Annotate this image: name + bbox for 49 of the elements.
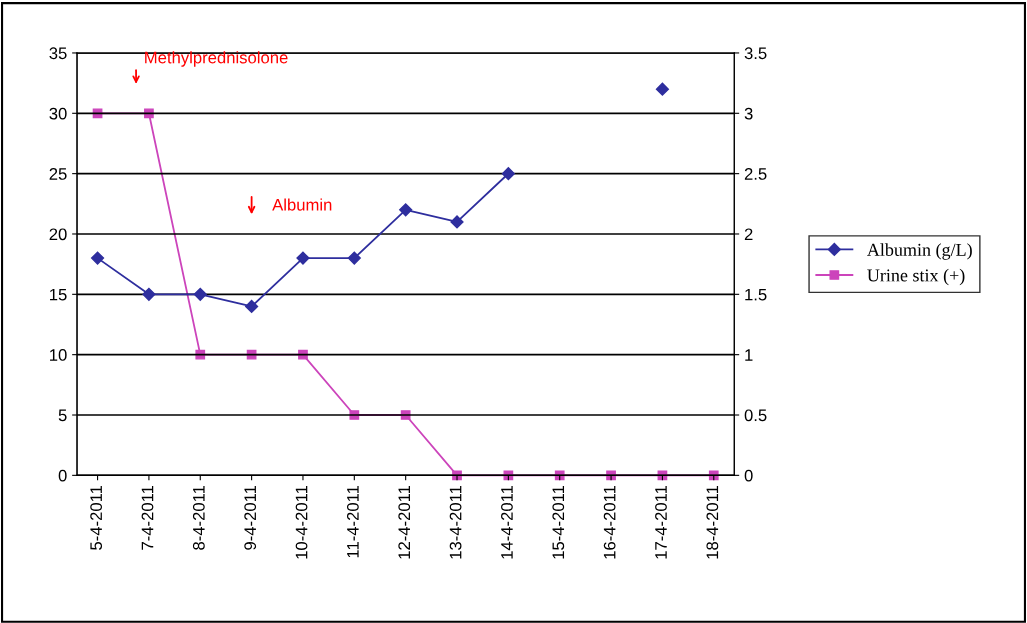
x-tick-label: 15-4-2011 bbox=[552, 485, 565, 559]
point bbox=[554, 470, 565, 481]
point bbox=[708, 470, 719, 481]
y-tick-label: 20 bbox=[49, 228, 67, 241]
y2-tick-label: 2.5 bbox=[744, 168, 767, 180]
x-tick-label: 17-4-2011 bbox=[655, 485, 667, 559]
point bbox=[606, 470, 616, 481]
point bbox=[399, 203, 413, 217]
x-tick-label: 14-4-2011 bbox=[501, 485, 513, 559]
x-tick-label: 10-4-2011 bbox=[295, 485, 308, 559]
point bbox=[450, 215, 464, 229]
point bbox=[193, 287, 207, 301]
x-tick-label: 11-4-2011 bbox=[346, 485, 359, 558]
y2-tick-label: 1.5 bbox=[745, 288, 767, 301]
y-tick-label: 15 bbox=[50, 288, 67, 301]
y2-tick-label: 2 bbox=[744, 228, 753, 241]
y-tick-label: 10 bbox=[50, 349, 67, 361]
y2-tick-label: 0.5 bbox=[744, 409, 767, 422]
y2-tick-label: 0 bbox=[744, 469, 753, 482]
y-tick-label: 5 bbox=[58, 409, 67, 422]
y-tick-label: 0 bbox=[58, 469, 67, 482]
y-tick-label: 30 bbox=[49, 107, 67, 120]
point bbox=[347, 251, 361, 265]
point bbox=[195, 349, 206, 360]
x-tick-label: 12-4-2011 bbox=[398, 485, 411, 559]
x-tick-label: 8-4-2011 bbox=[192, 485, 205, 550]
y2-tick-label: 3 bbox=[744, 107, 753, 120]
x-tick-label: 18-4-2011 bbox=[706, 485, 719, 559]
point bbox=[296, 251, 310, 265]
x-tick-label: 7-4-2011 bbox=[141, 485, 154, 550]
y2-tick-label: 3.5 bbox=[744, 47, 767, 60]
point bbox=[142, 287, 156, 301]
x-tick-label: 13-4-2011 bbox=[449, 485, 462, 559]
point bbox=[452, 470, 462, 481]
y-tick-label: 25 bbox=[49, 168, 67, 180]
legend-label: Urine stix (+) bbox=[867, 268, 965, 286]
x-tick-label: 16-4-2011 bbox=[603, 485, 616, 559]
legend-label: Albumin (g/L) bbox=[867, 243, 972, 260]
annotation: Methylprednisolone bbox=[145, 51, 288, 67]
point bbox=[245, 299, 259, 313]
point bbox=[655, 82, 670, 96]
y-tick-label: 35 bbox=[49, 47, 67, 60]
annotation: Albumin bbox=[272, 198, 332, 211]
point bbox=[501, 167, 515, 181]
point bbox=[90, 251, 105, 265]
x-tick-label: 9-4-2011 bbox=[244, 485, 257, 550]
x-tick-label: 5-4-2011 bbox=[90, 485, 103, 550]
point bbox=[298, 349, 308, 360]
y2-tick-label: 1 bbox=[745, 349, 753, 361]
